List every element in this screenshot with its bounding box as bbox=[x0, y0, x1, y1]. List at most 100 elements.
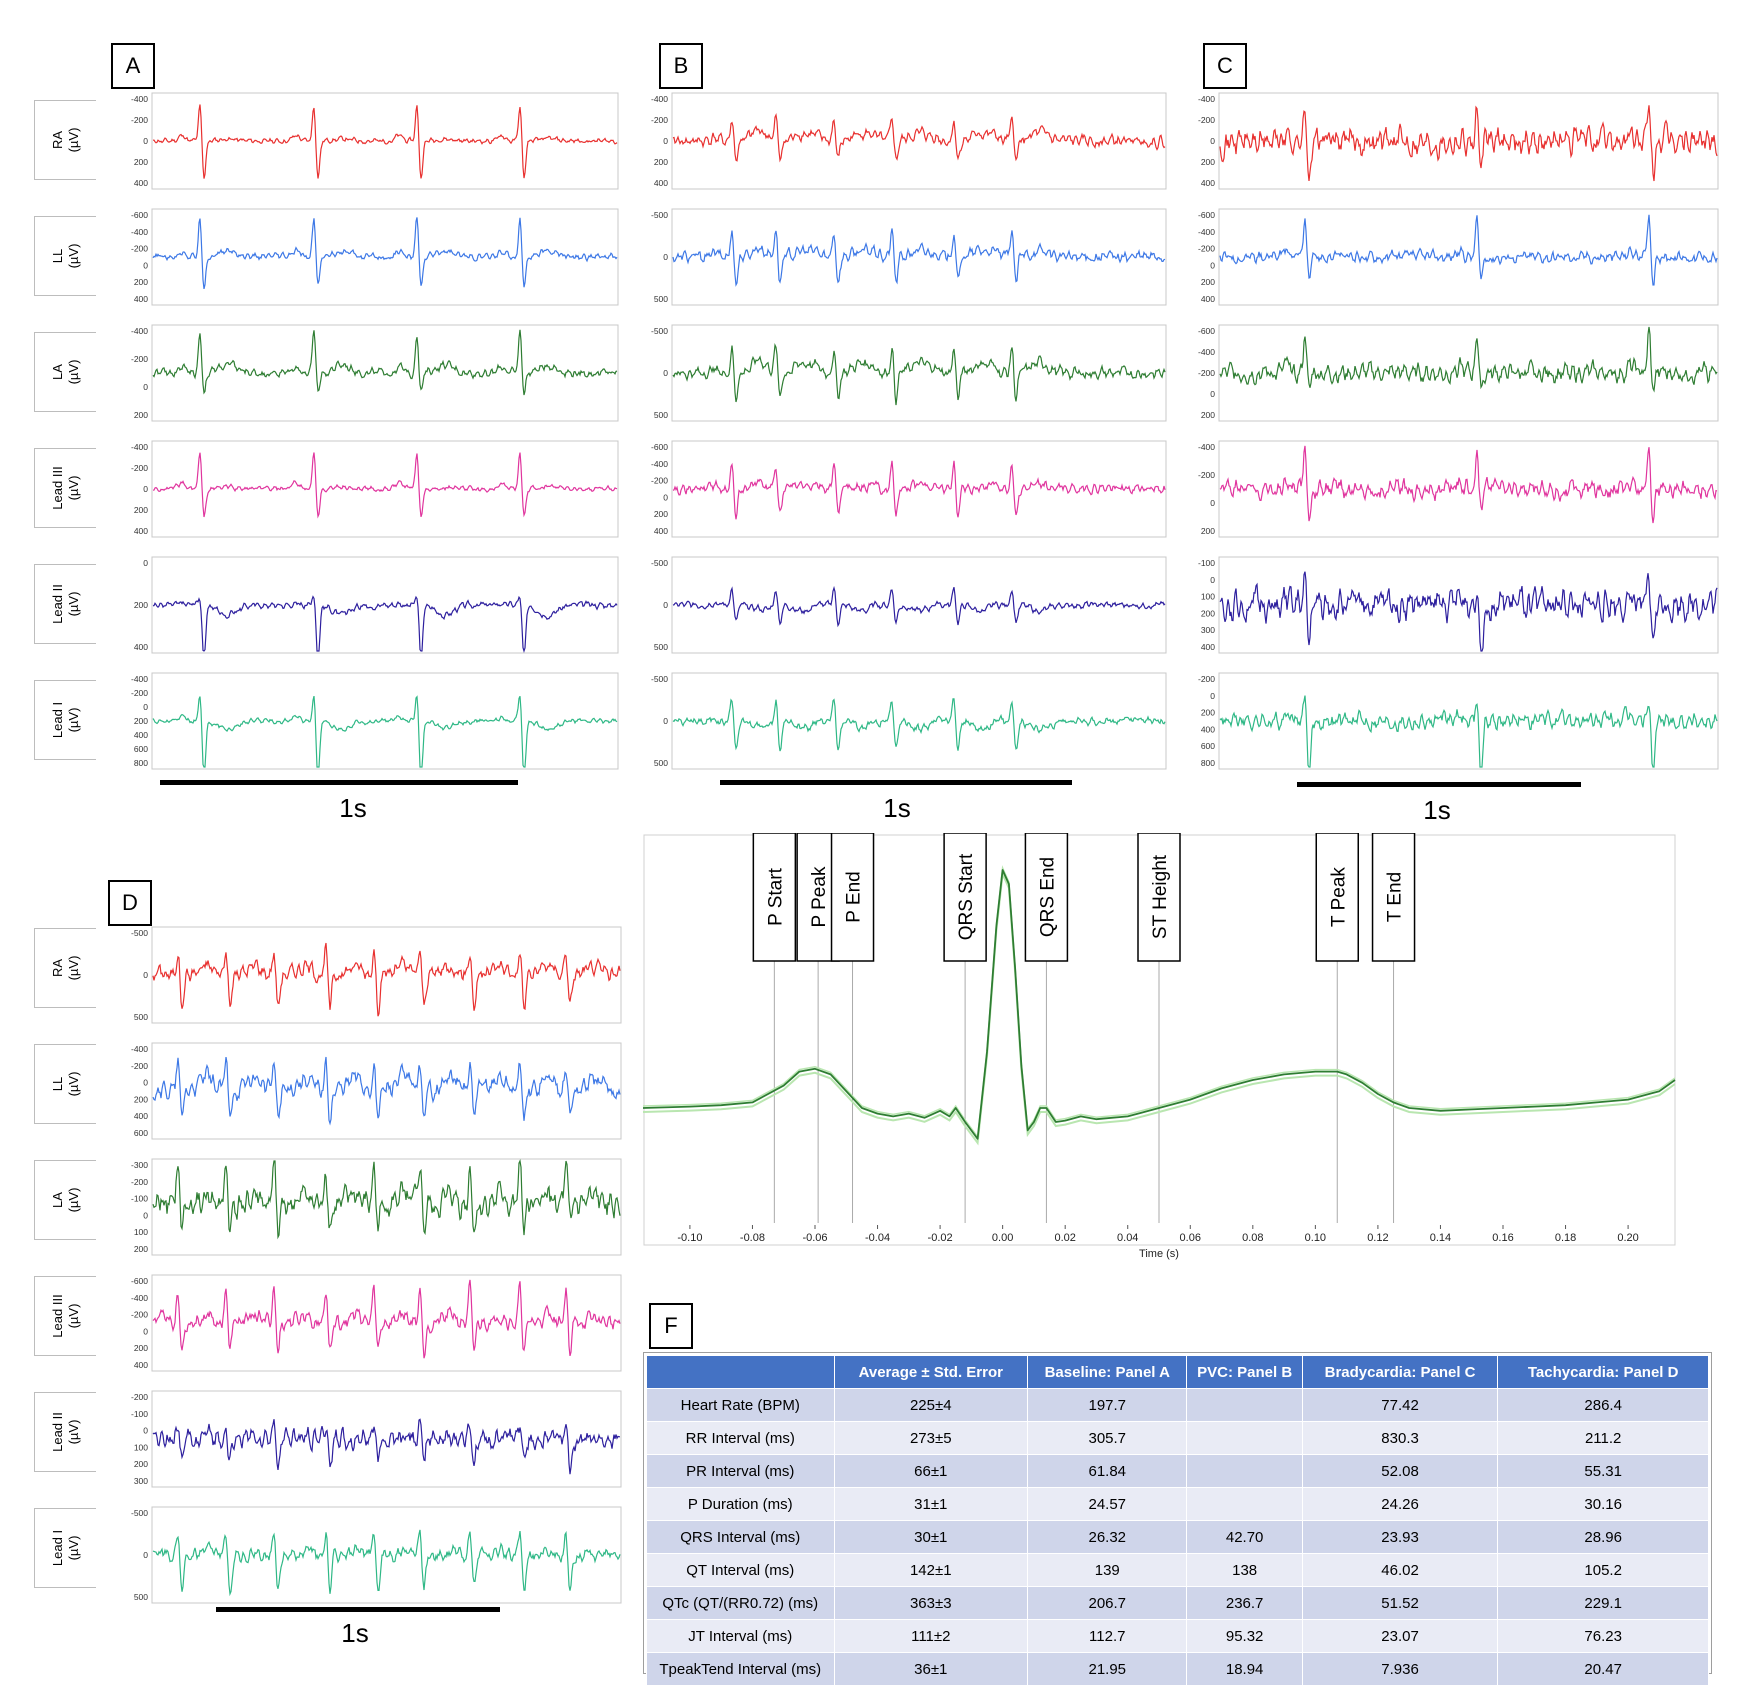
table-cell: 111±2 bbox=[833, 1619, 1029, 1653]
y-tick-label: 0 bbox=[143, 1210, 148, 1220]
y-tick-label: 200 bbox=[1201, 608, 1215, 618]
lead-label: LA (µV) bbox=[34, 332, 96, 412]
panel-f-table: Average ± Std. Error Baseline: Panel A PVC… bbox=[646, 1355, 1709, 1686]
y-tick-label: -500 bbox=[651, 674, 668, 684]
table-cell: P Duration (ms) bbox=[646, 1487, 835, 1521]
y-tick-label: 500 bbox=[654, 294, 668, 304]
panel-c-letter: C bbox=[1203, 43, 1247, 89]
ecg-trace bbox=[1219, 695, 1718, 768]
marker-box bbox=[1137, 833, 1181, 962]
table-cell bbox=[1186, 1421, 1303, 1455]
table-header-cell: Tachycardia: Panel D bbox=[1497, 1355, 1709, 1389]
x-axis-label: Time (s) bbox=[1139, 1248, 1179, 1260]
lead-trace-row: -500 0 500 bbox=[651, 208, 1167, 306]
y-tick-label: 0 bbox=[1210, 136, 1215, 146]
y-tick-label: -200 bbox=[131, 354, 148, 364]
y-tick-label: 200 bbox=[1201, 410, 1215, 420]
table-cell: 206.7 bbox=[1027, 1586, 1188, 1620]
y-tick-label: 500 bbox=[654, 758, 668, 768]
y-tick-label: 200 bbox=[134, 1094, 148, 1104]
table-cell: 305.7 bbox=[1027, 1421, 1188, 1455]
waveform-shadow bbox=[643, 865, 1676, 1139]
waveform-line bbox=[643, 869, 1676, 1140]
lead-name: Lead III bbox=[49, 1294, 65, 1338]
lead-label-text: Lead I (µV) bbox=[50, 1530, 82, 1566]
panel-d-scale-label: 1s bbox=[341, 1618, 369, 1648]
lead-trace-row: -400 -200 0 200 400 bbox=[131, 440, 619, 538]
lead-unit: (µV) bbox=[65, 707, 81, 733]
panel-d-ecg: -500 0 500 -400 -200 0 200 400 600 -300 -200 -100 0 1… bbox=[131, 926, 622, 1604]
ecg-trace bbox=[672, 343, 1166, 406]
y-tick-label: 0 bbox=[143, 970, 148, 980]
table-cell: QT Interval (ms) bbox=[646, 1553, 835, 1587]
y-tick-label: 200 bbox=[134, 1343, 148, 1353]
y-tick-label: 200 bbox=[654, 509, 668, 519]
lead-frame bbox=[151, 208, 619, 306]
lead-name: RA bbox=[49, 958, 65, 978]
y-tick-label: 400 bbox=[1201, 178, 1215, 188]
y-tick-label: -200 bbox=[651, 115, 668, 125]
ecg-trace bbox=[152, 104, 618, 179]
lead-frame bbox=[151, 92, 619, 190]
panel-a-ecg: -400 -200 0 200 400 -600 -400 -200 0 200 400 -400 -2… bbox=[131, 92, 619, 770]
y-tick-label: 200 bbox=[134, 716, 148, 726]
y-tick-label: 200 bbox=[134, 277, 148, 287]
lead-trace-row: 0 200 400 bbox=[134, 556, 619, 654]
table-cell: 30±1 bbox=[833, 1520, 1029, 1554]
marker-box bbox=[943, 833, 987, 962]
y-tick-label: 500 bbox=[134, 1592, 148, 1602]
lead-unit: (µV) bbox=[65, 1419, 81, 1445]
table-row: QT Interval (ms) 142±1 139 138 46.02 105.2 bbox=[646, 1553, 1709, 1587]
lead-name: Lead II bbox=[49, 1412, 65, 1452]
y-tick-label: -200 bbox=[131, 244, 148, 254]
marker-box bbox=[1371, 833, 1416, 962]
table-cell: 112.7 bbox=[1027, 1619, 1188, 1653]
y-tick-label: 0 bbox=[143, 136, 148, 146]
y-tick-label: -200 bbox=[1198, 368, 1215, 378]
table-cell: 18.94 bbox=[1186, 1652, 1303, 1686]
ecg-trace bbox=[152, 452, 618, 519]
table-cell: 95.32 bbox=[1186, 1619, 1303, 1653]
table-cell: PR Interval (ms) bbox=[646, 1454, 835, 1488]
panel-a-scale-label: 1s bbox=[339, 793, 367, 823]
table-cell: 52.08 bbox=[1301, 1454, 1499, 1488]
y-tick-label: 600 bbox=[134, 744, 148, 754]
y-tick-label: 100 bbox=[1201, 592, 1215, 602]
table-cell: 28.96 bbox=[1497, 1520, 1709, 1554]
table-cell bbox=[1186, 1487, 1303, 1521]
lead-trace-row: -200 0 200 400 600 800 bbox=[1198, 672, 1719, 770]
lead-frame bbox=[151, 1042, 622, 1140]
ecg-trace bbox=[1219, 571, 1718, 652]
y-tick-label: 200 bbox=[134, 505, 148, 515]
table-row: PR Interval (ms) 66±1 61.84 52.08 55.31 bbox=[646, 1454, 1709, 1488]
table-header-cell: PVC: Panel B bbox=[1186, 1355, 1303, 1389]
y-tick-label: 200 bbox=[134, 600, 148, 610]
lead-label-text: LA (µV) bbox=[50, 1188, 82, 1213]
table-cell bbox=[1186, 1454, 1303, 1488]
lead-label-text: Lead II (µV) bbox=[50, 1412, 82, 1452]
y-tick-label: 0 bbox=[663, 716, 668, 726]
table-row: JT Interval (ms) 111±2 112.7 95.32 23.07 76.2… bbox=[646, 1619, 1709, 1653]
y-tick-label: 400 bbox=[134, 642, 148, 652]
y-tick-label: 200 bbox=[1201, 277, 1215, 287]
y-tick-label: 500 bbox=[134, 1012, 148, 1022]
table-cell: 20.47 bbox=[1497, 1652, 1709, 1686]
lead-trace-row: -500 0 500 bbox=[651, 324, 1167, 422]
lead-label: Lead III (µV) bbox=[34, 1276, 96, 1356]
lead-trace-row: -500 0 500 bbox=[651, 556, 1167, 654]
lead-label-text: RA (µV) bbox=[50, 956, 82, 981]
marker-label: T Peak bbox=[1328, 867, 1349, 927]
lead-label: Lead II (µV) bbox=[34, 564, 96, 644]
y-tick-label: 400 bbox=[1201, 642, 1215, 652]
ecg-trace bbox=[672, 698, 1166, 752]
y-tick-label: -400 bbox=[1198, 94, 1215, 104]
table-cell: 105.2 bbox=[1497, 1553, 1709, 1587]
table-cell: 77.42 bbox=[1301, 1388, 1499, 1422]
x-tick-label: -0.08 bbox=[740, 1232, 765, 1244]
ecg-trace bbox=[152, 1529, 621, 1597]
y-tick-label: 100 bbox=[134, 1442, 148, 1452]
y-tick-label: -600 bbox=[651, 442, 668, 452]
y-tick-label: 300 bbox=[1201, 625, 1215, 635]
x-tick-label: 0.06 bbox=[1180, 1232, 1201, 1244]
table-cell: 76.23 bbox=[1497, 1619, 1709, 1653]
